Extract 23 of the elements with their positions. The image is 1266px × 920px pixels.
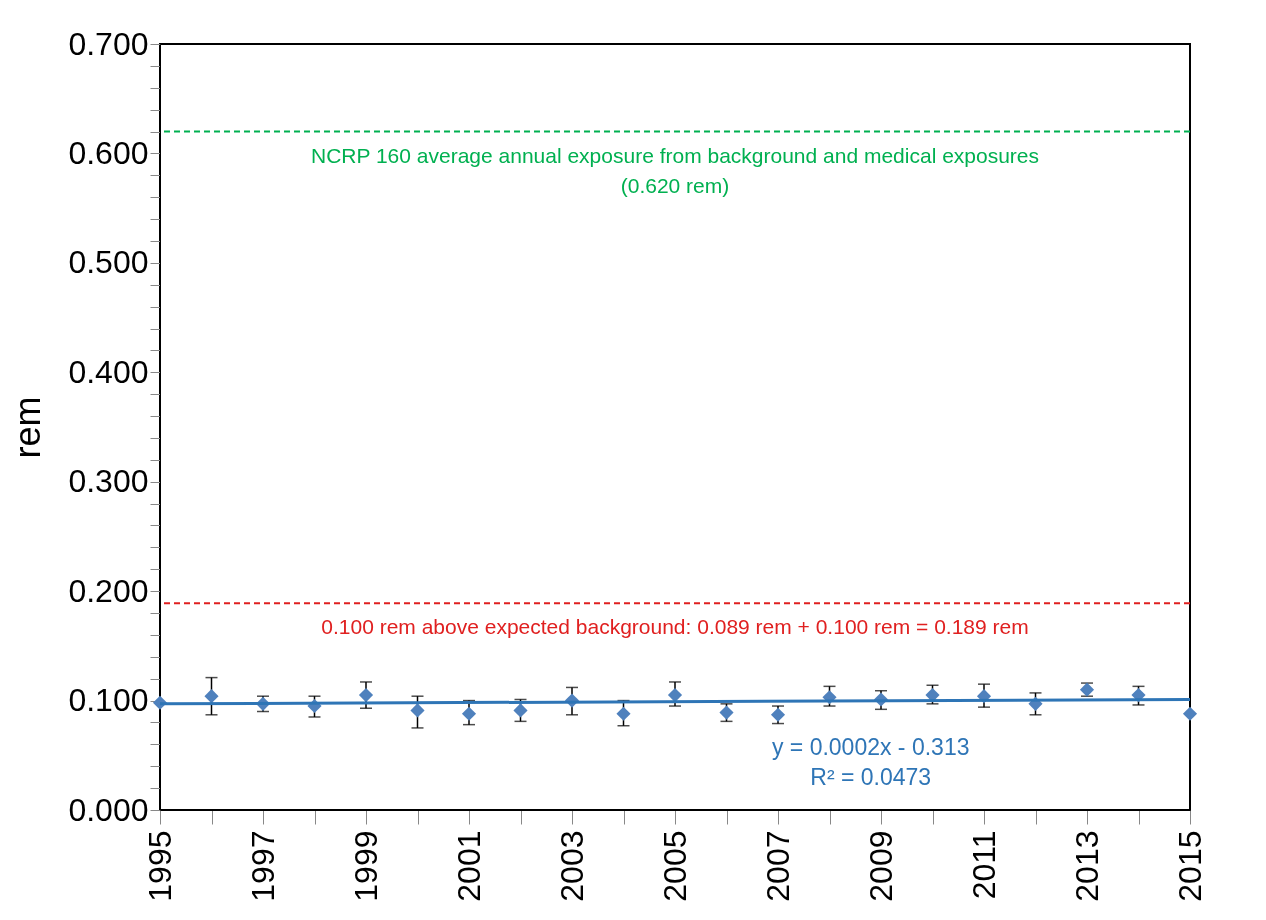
x-tick-label: 2007 (759, 830, 796, 902)
x-tick-label: 2003 (553, 830, 590, 902)
x-tick-label: 1997 (244, 830, 281, 902)
x-tick-label: 2009 (862, 830, 899, 902)
y-tick-label: 0.700 (68, 25, 149, 62)
x-tick-label: 2001 (450, 830, 487, 902)
y-tick-label: 0.000 (68, 791, 149, 828)
x-tick-label: 2015 (1171, 830, 1208, 902)
x-tick-label: 2011 (965, 830, 1002, 900)
x-tick-label: 2005 (656, 830, 693, 902)
y-tick-label: 0.600 (68, 134, 149, 171)
annotation: y = 0.0002x - 0.313 R² = 0.0473 (771, 734, 970, 791)
x-tick-label: 1999 (347, 830, 384, 902)
y-axis-title: rem (7, 396, 49, 459)
y-tick-label: 0.300 (68, 463, 149, 500)
x-tick-label: 2013 (1068, 830, 1105, 902)
ref-line-label: 0.100 rem above expected background: 0.089 rem + 0.100 rem = 0.189 rem (321, 615, 1029, 639)
y-tick-label: 0.400 (68, 353, 149, 390)
y-tick-label: 0.100 (68, 682, 149, 719)
y-tick-label: 0.500 (68, 244, 149, 281)
ref-line-label: NCRP 160 average annual exposure from background and medical exposures (0.620 rem) (310, 143, 1040, 197)
y-tick-label: 0.200 (68, 572, 149, 609)
x-tick-label: 1995 (141, 830, 178, 902)
